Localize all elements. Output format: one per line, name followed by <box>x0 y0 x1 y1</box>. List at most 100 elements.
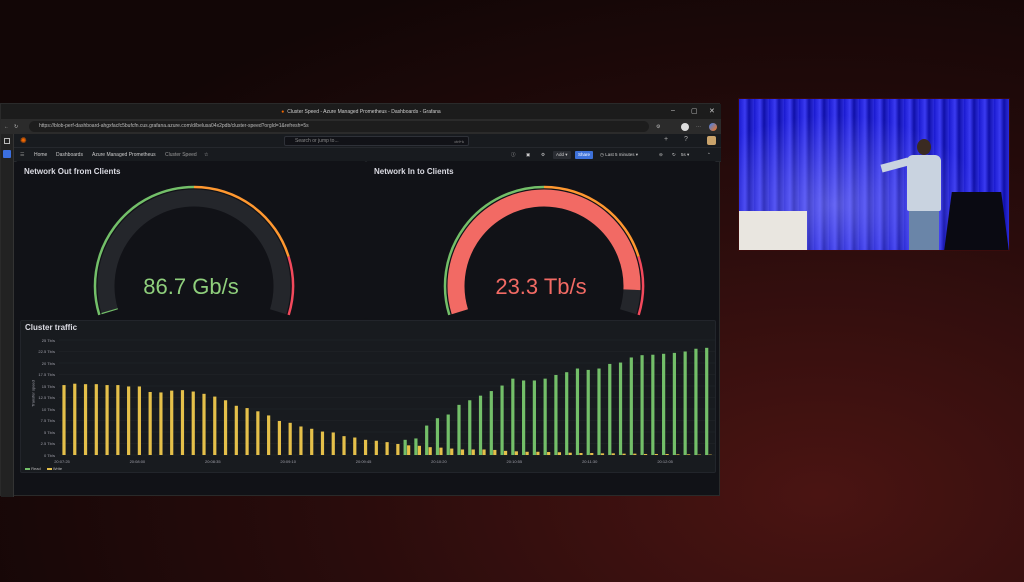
settings-icon[interactable]: ⚙ <box>541 152 546 157</box>
reload-icon[interactable]: ↻ <box>14 123 19 130</box>
legend-item-write[interactable]: Write <box>46 466 62 471</box>
profile-avatar[interactable] <box>681 122 689 131</box>
gauge-value: 86.7 Gb/s <box>143 274 239 299</box>
bar-read <box>403 439 407 455</box>
menu-icon[interactable]: ☰ <box>20 152 25 158</box>
x-tick-label: 20:12:05 <box>657 459 673 464</box>
panel-title: Network Out from Clients <box>24 167 121 176</box>
new-plus-icon[interactable]: + <box>664 136 669 143</box>
bar-write <box>320 431 325 455</box>
bar-write <box>590 453 594 455</box>
bar-write <box>439 447 443 455</box>
y-tick-label: 12.5 Tb/s <box>38 395 55 400</box>
search-input[interactable]: Search or jump to... ctrl+k <box>284 136 469 146</box>
url-input[interactable]: https://blob-perf-dashboard-ahgxfacfc5bu… <box>29 121 649 132</box>
collapse-icon[interactable]: ⌃ <box>707 152 711 157</box>
bar-write <box>62 385 66 455</box>
active-tab-icon[interactable] <box>3 150 11 158</box>
save-icon[interactable]: ▣ <box>526 152 531 157</box>
extensions-icon[interactable]: ⚙ <box>656 123 661 130</box>
user-avatar[interactable] <box>707 136 716 145</box>
bar-write <box>288 422 292 455</box>
share-button[interactable]: Share <box>575 151 594 159</box>
time-range-picker[interactable]: ◷ Last 5 minutes ▾ <box>600 152 638 157</box>
x-tick-label: 20:07:25 <box>54 459 70 464</box>
bar-write <box>363 439 368 455</box>
browser-title-bar: ● Cluster Speed - Azure Managed Promethe… <box>1 104 721 119</box>
help-icon[interactable]: ? <box>684 136 688 143</box>
bar-write <box>170 390 174 455</box>
bar-write <box>105 385 109 455</box>
x-tick-label: 20:08:00 <box>129 459 146 464</box>
cluster-traffic-panel: Cluster traffic Transfer speed 0 Tb/s 2.5… <box>20 320 716 473</box>
bar-read <box>683 351 687 455</box>
address-bar-row: ← ↻ https://blob-perf-dashboard-ahgxfacf… <box>1 119 721 134</box>
bar-read <box>532 380 536 455</box>
more-icon[interactable]: ⋯ <box>696 123 701 130</box>
bar-write <box>600 453 605 455</box>
browser-window: ● Cluster Speed - Azure Managed Promethe… <box>0 103 721 497</box>
breadcrumb-home[interactable]: Home <box>34 152 48 158</box>
bar-read <box>511 378 515 455</box>
refresh-interval-label: 5s <box>681 152 686 157</box>
bar-write <box>622 453 626 455</box>
bar-write <box>579 453 583 455</box>
bar-write <box>503 450 508 455</box>
y-tick-label: 2.5 Tb/s <box>40 441 55 446</box>
gauge-threshold-band <box>287 256 295 316</box>
bar-write <box>245 408 249 455</box>
breadcrumb-current: Cluster Speed <box>165 152 197 158</box>
bar-write <box>342 436 346 455</box>
refresh-interval-picker[interactable]: 5s ▾ <box>681 152 690 157</box>
bar-write <box>353 437 357 455</box>
breadcrumb-dashboards[interactable]: Dashboards <box>56 152 83 158</box>
bar-read <box>489 391 493 455</box>
bar-write <box>202 393 206 455</box>
gauge-threshold-band <box>543 185 640 258</box>
legend-item-read[interactable]: Read <box>25 466 41 471</box>
bar-read <box>597 368 601 455</box>
bar-read <box>608 363 612 455</box>
y-tick-label: 22.5 Tb/s <box>38 349 55 354</box>
copilot-icon[interactable] <box>709 122 717 131</box>
bar-write <box>137 386 141 455</box>
maximize-button[interactable]: ▢ <box>691 108 698 115</box>
bar-read <box>694 348 698 455</box>
bar-write <box>428 447 432 455</box>
close-button[interactable]: ✕ <box>709 108 715 115</box>
gauge-panel-network-in: Network In to Clients 23.3 Tb/s <box>366 161 716 319</box>
bar-read <box>672 352 676 455</box>
x-tick-label: 20:08:35 <box>204 459 221 464</box>
x-tick-label: 20:10:55 <box>506 459 523 464</box>
breadcrumb-folder[interactable]: Azure Managed Prometheus <box>92 152 156 158</box>
tab-title: Cluster Speed - Azure Managed Prometheus… <box>287 108 441 115</box>
bar-write <box>460 449 465 455</box>
tabs-icon[interactable] <box>4 138 10 144</box>
minimize-button[interactable]: – <box>671 107 675 114</box>
add-button[interactable]: Add ▾ <box>553 151 571 159</box>
back-icon[interactable]: ← <box>4 123 9 130</box>
time-range-label: Last 5 minutes <box>605 152 635 157</box>
bar-write <box>417 445 422 455</box>
gauge-panel-network-out: Network Out from Clients 86.7 Gb/s <box>16 161 366 319</box>
grafana-logo-icon[interactable]: ✺ <box>20 136 27 145</box>
bar-write <box>256 411 260 455</box>
insights-icon[interactable]: ⓘ <box>511 152 516 157</box>
refresh-icon[interactable]: ↻ <box>672 152 676 157</box>
zoom-out-icon[interactable]: ⊖ <box>659 152 663 157</box>
bar-read <box>629 357 633 455</box>
grafana-favicon: ● <box>281 108 285 115</box>
x-tick-label: 20:09:10 <box>280 459 296 464</box>
bar-write <box>310 428 314 455</box>
bar-read <box>414 438 418 455</box>
bar-read <box>478 395 483 455</box>
bar-write <box>331 432 335 455</box>
bar-write <box>127 386 131 455</box>
bar-write <box>277 420 281 455</box>
gauge-network-out <box>93 185 295 316</box>
gauge-threshold-band <box>193 185 290 258</box>
bar-write <box>94 384 98 455</box>
star-icon[interactable]: ☆ <box>204 152 209 158</box>
bar-write <box>374 440 378 455</box>
bar-write <box>643 453 648 455</box>
